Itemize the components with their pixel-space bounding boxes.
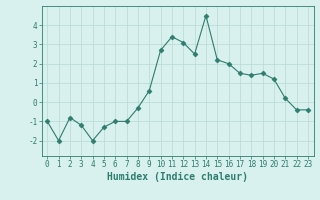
X-axis label: Humidex (Indice chaleur): Humidex (Indice chaleur): [107, 172, 248, 182]
